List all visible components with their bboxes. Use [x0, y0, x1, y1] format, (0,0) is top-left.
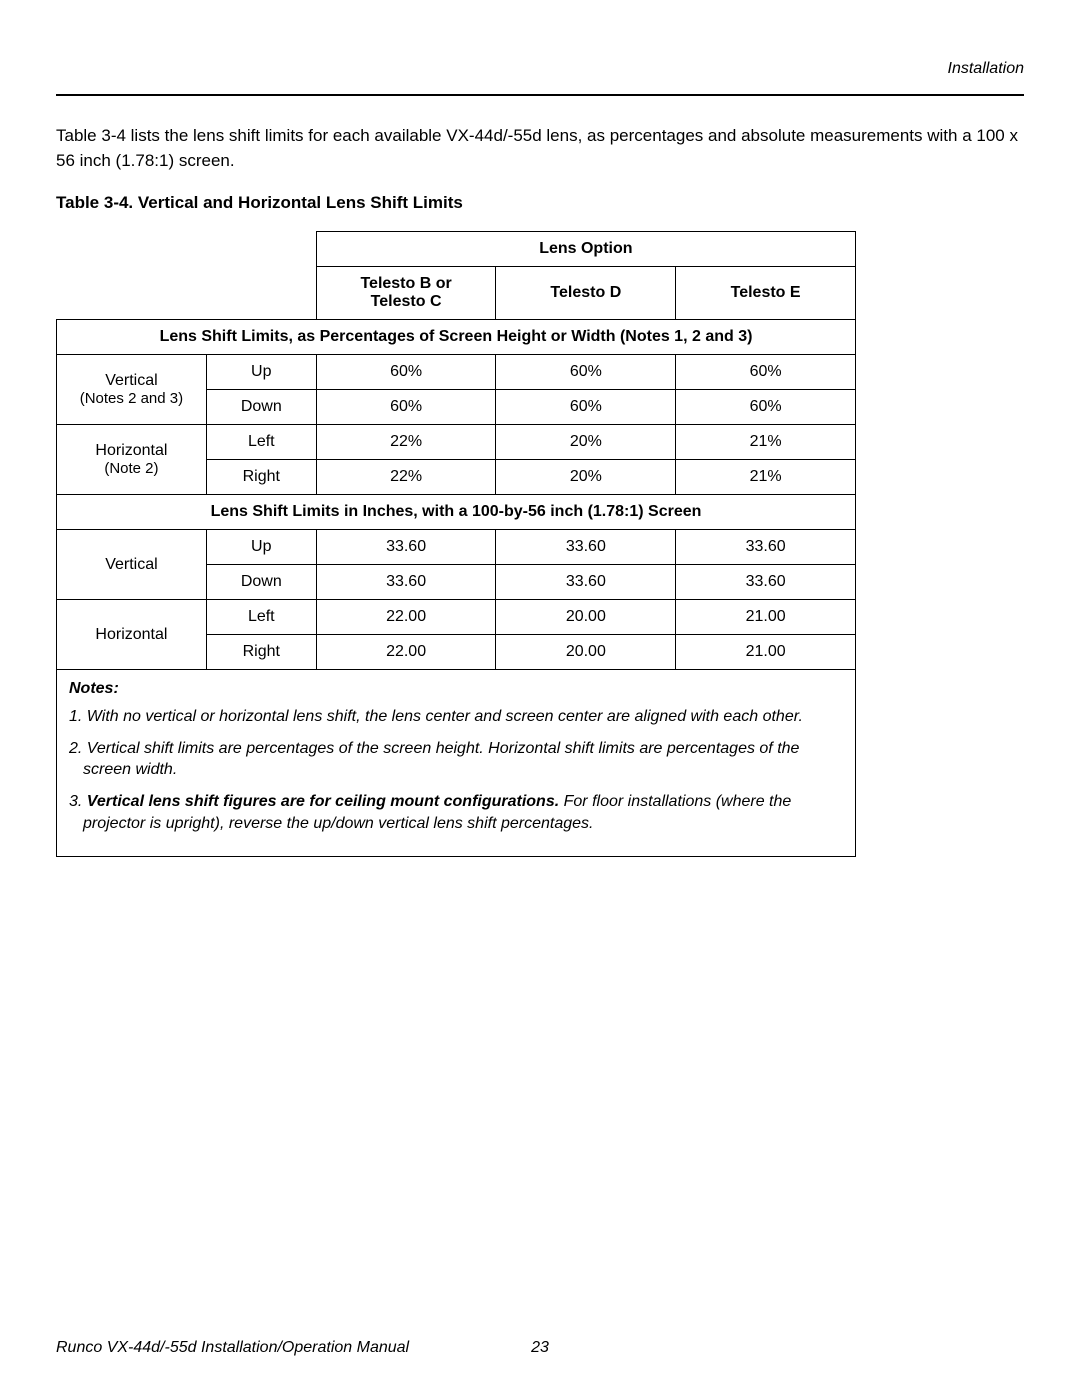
val-cell: 60%: [676, 355, 856, 390]
horizontal-rule: [56, 94, 1024, 96]
axis-label: Horizontal: [63, 442, 200, 460]
val-cell: 33.60: [676, 565, 856, 600]
note-item-3: 3. Vertical lens shift figures are for c…: [69, 791, 843, 834]
intro-paragraph: Table 3-4 lists the lens shift limits fo…: [56, 124, 1024, 173]
dir-cell: Right: [206, 460, 316, 495]
table-row: Vertical (Notes 2 and 3) Up 60% 60% 60%: [57, 355, 856, 390]
table-row: Lens Option: [57, 232, 856, 267]
group1-header: Lens Shift Limits, as Percentages of Scr…: [57, 320, 856, 355]
table-row: Horizontal Left 22.00 20.00 21.00: [57, 600, 856, 635]
note-text: With no vertical or horizontal lens shif…: [87, 708, 803, 725]
page-number: 23: [531, 1339, 549, 1357]
col-head-d: Telesto D: [496, 267, 676, 320]
val-cell: 22%: [316, 460, 496, 495]
val-cell: 21.00: [676, 635, 856, 670]
axis-cell-vertical-2: Vertical: [57, 530, 207, 600]
notes-heading: Notes:: [69, 680, 843, 698]
dir-cell: Right: [206, 635, 316, 670]
val-cell: 60%: [496, 390, 676, 425]
axis-label: Vertical: [63, 372, 200, 390]
table-row: Lens Shift Limits in Inches, with a 100-…: [57, 495, 856, 530]
page-footer: Runco VX-44d/-55d Installation/Operation…: [56, 1339, 1024, 1357]
val-cell: 60%: [676, 390, 856, 425]
note-num: 2.: [69, 740, 82, 757]
val-cell: 21%: [676, 460, 856, 495]
dir-cell: Down: [206, 565, 316, 600]
val-cell: 60%: [316, 390, 496, 425]
blank-corner: [57, 232, 317, 320]
val-cell: 21%: [676, 425, 856, 460]
val-cell: 33.60: [496, 565, 676, 600]
val-cell: 33.60: [496, 530, 676, 565]
table-row: Horizontal (Note 2) Left 22% 20% 21%: [57, 425, 856, 460]
col-head-e: Telesto E: [676, 267, 856, 320]
val-cell: 20%: [496, 460, 676, 495]
dir-cell: Up: [206, 530, 316, 565]
val-cell: 20.00: [496, 600, 676, 635]
col-head-line1: Telesto B orTelesto C: [323, 275, 490, 311]
section-label: Installation: [56, 60, 1024, 78]
col-head-b-c: Telesto B orTelesto C: [316, 267, 496, 320]
val-cell: 22.00: [316, 635, 496, 670]
val-cell: 22.00: [316, 600, 496, 635]
val-cell: 33.60: [676, 530, 856, 565]
note-item-2: 2. Vertical shift limits are percentages…: [69, 738, 843, 781]
axis-note: (Note 2): [63, 460, 200, 477]
group2-header: Lens Shift Limits in Inches, with a 100-…: [57, 495, 856, 530]
axis-cell-horizontal-2: Horizontal: [57, 600, 207, 670]
dir-cell: Up: [206, 355, 316, 390]
footer-title: Runco VX-44d/-55d Installation/Operation…: [56, 1339, 409, 1356]
val-cell: 60%: [496, 355, 676, 390]
note-num: 3.: [69, 793, 82, 810]
val-cell: 33.60: [316, 565, 496, 600]
table-title: Table 3-4. Vertical and Horizontal Lens …: [56, 193, 1024, 213]
val-cell: 20.00: [496, 635, 676, 670]
note3-strong: Vertical lens shift figures are for ceil…: [87, 793, 559, 810]
table-row: Vertical Up 33.60 33.60 33.60: [57, 530, 856, 565]
val-cell: 21.00: [676, 600, 856, 635]
lens-option-header: Lens Option: [316, 232, 855, 267]
val-cell: 33.60: [316, 530, 496, 565]
note-text: Vertical shift limits are percentages of…: [83, 740, 799, 779]
val-cell: 60%: [316, 355, 496, 390]
val-cell: 20%: [496, 425, 676, 460]
axis-cell-horizontal: Horizontal (Note 2): [57, 425, 207, 495]
val-cell: 22%: [316, 425, 496, 460]
axis-note: (Notes 2 and 3): [63, 390, 200, 407]
dir-cell: Left: [206, 600, 316, 635]
note-num: 1.: [69, 708, 82, 725]
note-item-1: 1. With no vertical or horizontal lens s…: [69, 706, 843, 728]
dir-cell: Down: [206, 390, 316, 425]
notes-box: Notes: 1. With no vertical or horizontal…: [56, 670, 856, 857]
lens-shift-table: Lens Option Telesto B orTelesto C Telest…: [56, 231, 856, 670]
dir-cell: Left: [206, 425, 316, 460]
table-row: Lens Shift Limits, as Percentages of Scr…: [57, 320, 856, 355]
axis-cell-vertical: Vertical (Notes 2 and 3): [57, 355, 207, 425]
page-container: Installation Table 3-4 lists the lens sh…: [0, 0, 1080, 897]
